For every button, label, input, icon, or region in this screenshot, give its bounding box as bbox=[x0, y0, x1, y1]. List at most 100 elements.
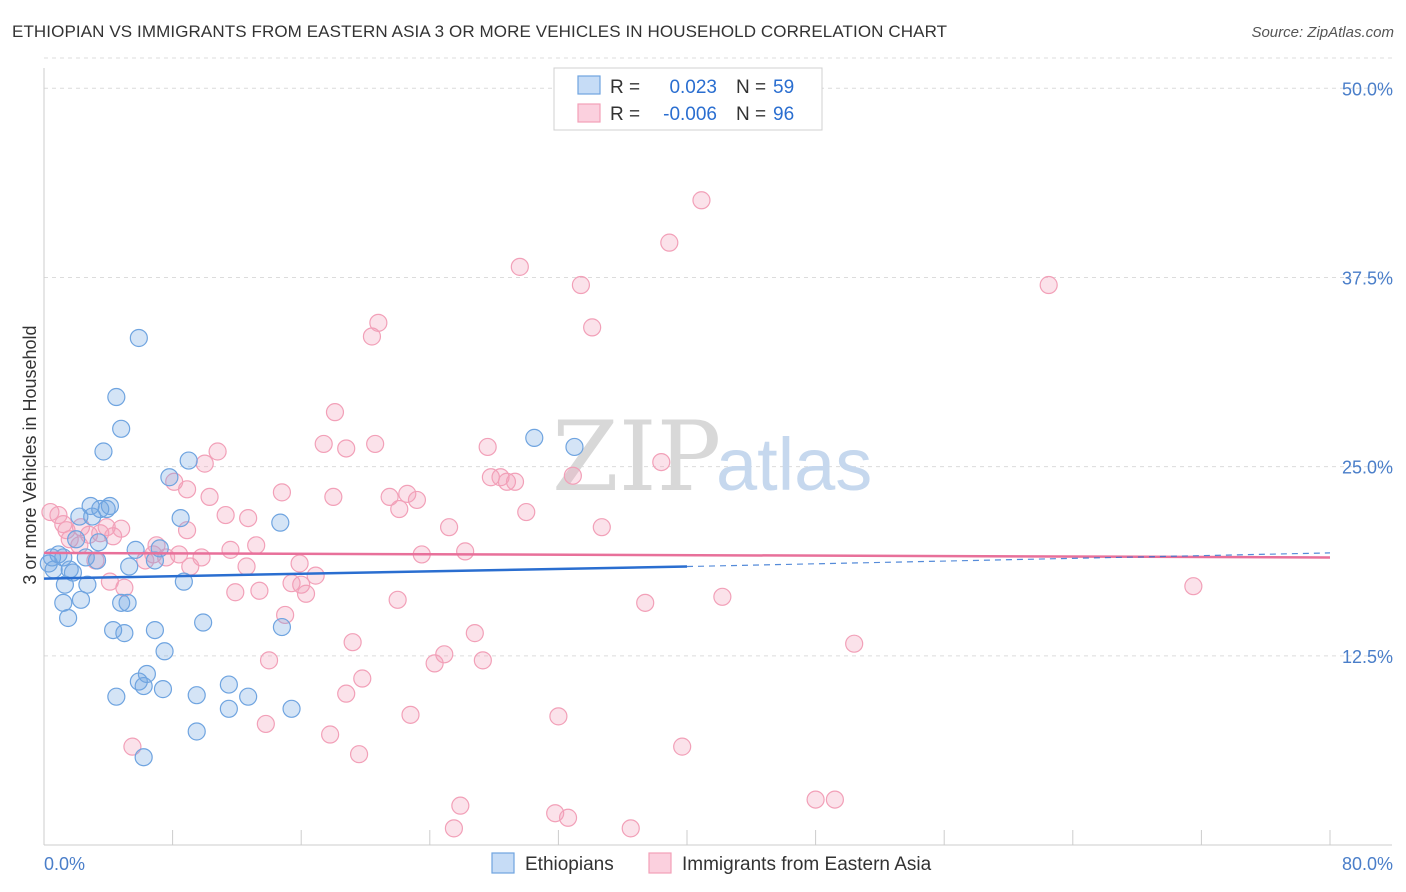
data-point-immigrants bbox=[388, 590, 407, 609]
data-point-immigrants bbox=[49, 505, 68, 525]
x-tick-labels: 0.0% 80.0% bbox=[44, 854, 1393, 874]
data-point-immigrants bbox=[563, 466, 582, 485]
chart-title: ETHIOPIAN VS IMMIGRANTS FROM EASTERN ASI… bbox=[12, 22, 948, 41]
data-point-ethiopians bbox=[194, 613, 213, 632]
data-point-immigrants bbox=[444, 819, 464, 838]
trend-line-ethiopians bbox=[43, 565, 688, 580]
data-point-immigrants bbox=[349, 745, 369, 764]
data-point-immigrants bbox=[425, 654, 444, 673]
data-point-ethiopians bbox=[120, 557, 139, 576]
data-point-immigrants bbox=[321, 725, 340, 744]
data-point-immigrants bbox=[621, 819, 640, 838]
legend-swatch-immigrants bbox=[577, 103, 601, 123]
data-point-immigrants bbox=[451, 796, 470, 815]
data-point-immigrants bbox=[380, 487, 399, 507]
legend-r-value-1: 0.023 bbox=[669, 77, 717, 98]
data-point-ethiopians bbox=[94, 442, 113, 461]
data-point-immigrants bbox=[517, 502, 536, 522]
y-tick-labels: 12.5% 25.0% 37.5% 50.0% bbox=[1342, 79, 1393, 667]
data-point-immigrants bbox=[549, 707, 568, 726]
data-point-ethiopians bbox=[104, 620, 123, 640]
data-point-immigrants bbox=[97, 518, 116, 537]
data-point-immigrants bbox=[337, 439, 356, 458]
data-point-immigrants bbox=[845, 634, 864, 653]
data-point-immigrants bbox=[296, 584, 316, 603]
legend-r-value-2: -0.006 bbox=[663, 104, 717, 125]
data-point-immigrants bbox=[439, 518, 459, 537]
trend-line-immigrants bbox=[43, 551, 1331, 559]
trend-lines bbox=[43, 551, 1331, 580]
data-point-ethiopians bbox=[179, 451, 198, 470]
data-point-ethiopians bbox=[525, 428, 544, 447]
data-point-immigrants bbox=[306, 566, 325, 585]
data-point-ethiopians bbox=[100, 496, 120, 516]
data-point-immigrants bbox=[314, 434, 333, 454]
data-point-immigrants bbox=[583, 318, 602, 337]
data-point-immigrants bbox=[259, 651, 279, 670]
bottom-legend-swatch-immigrants bbox=[648, 852, 672, 874]
data-point-immigrants bbox=[401, 705, 420, 724]
data-point-ethiopians bbox=[70, 507, 89, 526]
source-label: Source: ZipAtlas.com bbox=[1251, 24, 1394, 41]
data-point-immigrants bbox=[806, 790, 825, 809]
data-point-ethiopians bbox=[71, 590, 91, 609]
data-point-immigrants bbox=[1039, 275, 1058, 295]
data-point-immigrants bbox=[473, 651, 492, 670]
data-point-immigrants bbox=[226, 583, 245, 602]
data-point-ethiopians bbox=[282, 699, 301, 718]
data-point-immigrants bbox=[237, 557, 256, 576]
data-point-ethiopians bbox=[239, 687, 258, 706]
x-tick-label: 0.0% bbox=[44, 854, 85, 874]
legend-n-value-2: 96 bbox=[773, 104, 794, 125]
watermark-zip: ZIP bbox=[552, 401, 721, 513]
data-point-immigrants bbox=[250, 581, 269, 600]
data-point-ethiopians bbox=[126, 540, 145, 559]
data-point-immigrants bbox=[290, 554, 309, 573]
data-point-ethiopians bbox=[129, 328, 148, 348]
data-point-immigrants bbox=[325, 403, 345, 422]
bottom-legend-label-immigrants: Immigrants from Eastern Asia bbox=[682, 854, 932, 875]
data-point-immigrants bbox=[221, 540, 240, 559]
data-point-ethiopians bbox=[145, 551, 165, 570]
data-point-ethiopians bbox=[219, 699, 238, 718]
data-point-immigrants bbox=[713, 587, 732, 606]
data-point-immigrants bbox=[592, 518, 611, 537]
legend-n-value-1: 59 bbox=[773, 77, 794, 98]
data-point-immigrants bbox=[558, 808, 578, 827]
data-point-ethiopians bbox=[112, 419, 131, 438]
data-point-ethiopians bbox=[97, 499, 116, 519]
data-point-ethiopians bbox=[145, 620, 165, 640]
data-point-immigrants bbox=[353, 669, 372, 688]
data-point-immigrants bbox=[660, 233, 679, 252]
data-point-immigrants bbox=[366, 434, 385, 454]
data-point-immigrants bbox=[208, 442, 227, 461]
data-point-immigrants bbox=[177, 480, 197, 499]
data-point-ethiopians bbox=[107, 387, 126, 407]
data-point-immigrants bbox=[652, 452, 671, 472]
data-point-ethiopians bbox=[219, 675, 238, 694]
y-tick-label: 50.0% bbox=[1342, 79, 1393, 99]
y-tick-label: 12.5% bbox=[1342, 647, 1393, 667]
data-point-immigrants bbox=[407, 490, 427, 510]
data-point-immigrants bbox=[369, 313, 388, 332]
data-point-ethiopians bbox=[174, 572, 193, 591]
legend-n-label-1: N = bbox=[736, 77, 766, 98]
y-tick-label: 37.5% bbox=[1342, 268, 1393, 288]
legend-n-label-2: N = bbox=[736, 104, 766, 125]
data-point-immigrants bbox=[272, 483, 292, 502]
data-point-immigrants bbox=[239, 508, 258, 528]
data-point-ethiopians bbox=[59, 608, 78, 628]
data-point-immigrants bbox=[673, 737, 692, 756]
data-point-ethiopians bbox=[187, 722, 206, 741]
y-tick-label: 25.0% bbox=[1342, 458, 1393, 478]
data-point-immigrants bbox=[216, 505, 235, 525]
legend-r-label-2: R = bbox=[610, 104, 640, 125]
data-point-ethiopians bbox=[118, 593, 137, 612]
data-point-immigrants bbox=[456, 542, 475, 561]
legend-swatch-ethiopians bbox=[577, 75, 601, 95]
data-point-immigrants bbox=[247, 536, 266, 555]
data-point-immigrants bbox=[505, 472, 525, 491]
data-point-ethiopians bbox=[134, 748, 153, 767]
trend-line-ethiopians-extrapolated bbox=[686, 552, 1331, 568]
